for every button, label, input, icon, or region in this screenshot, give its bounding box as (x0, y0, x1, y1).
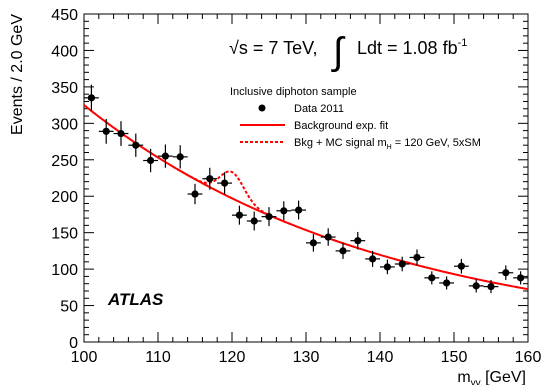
y-tick-label: 450 (51, 7, 78, 24)
data-marker (413, 253, 421, 262)
data-point (246, 211, 262, 231)
data-marker (147, 156, 155, 165)
data-marker (265, 213, 273, 221)
data-point (261, 207, 277, 227)
data-point (202, 167, 218, 190)
data-marker (221, 179, 229, 187)
data-marker (295, 206, 303, 214)
data-marker (487, 283, 495, 291)
data-point (365, 250, 380, 267)
legend-data-label: Data 2011 (294, 103, 344, 115)
data-point (276, 201, 292, 221)
x-tick-label: 160 (515, 349, 542, 366)
y-tick-label: 150 (51, 226, 78, 243)
data-point (320, 228, 336, 246)
data-marker (339, 247, 347, 255)
axis-ticks (83, 13, 529, 343)
data-marker (102, 127, 110, 135)
data-points (84, 84, 528, 294)
y-tick-label: 350 (51, 80, 78, 97)
legend-fit-label: Background exp. fit (294, 120, 388, 132)
data-point (498, 265, 514, 281)
data-marker (354, 237, 362, 245)
data-point (394, 256, 410, 272)
x-tick-label: 150 (441, 349, 468, 366)
data-point (98, 118, 114, 144)
data-point (409, 249, 425, 266)
data-point (350, 231, 366, 250)
data-point (424, 271, 440, 285)
y-tick-label: 100 (51, 262, 78, 279)
data-marker (443, 279, 451, 287)
data-point (335, 242, 351, 259)
data-marker (324, 233, 332, 241)
data-marker (161, 152, 169, 160)
data-marker (250, 217, 258, 225)
data-marker (383, 263, 391, 271)
data-marker (176, 153, 184, 161)
data-point (291, 200, 306, 220)
data-point (483, 280, 499, 294)
x-axis-label: mγγ [GeV] (457, 369, 526, 385)
data-point (380, 259, 395, 275)
data-point (306, 234, 321, 252)
energy-text: √s = 7 TeV, (229, 38, 317, 58)
data-marker (472, 282, 480, 290)
data-point (187, 183, 203, 205)
y-tick-label: 250 (51, 153, 78, 170)
y-tick-label: 300 (51, 116, 78, 133)
x-tick-label: 110 (145, 349, 171, 366)
x-tick-label: 130 (293, 349, 320, 366)
data-point (158, 144, 173, 168)
data-point (113, 121, 129, 146)
y-tick-label: 50 (60, 299, 78, 316)
x-tick-label: 100 (71, 349, 98, 366)
y-tick-label: 0 (69, 335, 78, 352)
tick-labels: 100 110 120 130 140 150 160 0 50 100 150 200 250 300 3… (51, 7, 541, 366)
x-tick-label: 140 (367, 349, 394, 366)
legend-data-marker (258, 104, 266, 112)
y-tick-label: 200 (51, 189, 78, 206)
data-point (128, 133, 144, 157)
legend-title: Inclusive diphoton sample (230, 86, 357, 98)
data-marker (191, 190, 199, 198)
x-tick-label: 120 (219, 349, 246, 366)
data-point (232, 205, 247, 225)
data-marker (117, 129, 125, 138)
data-marker (369, 255, 377, 263)
data-point (513, 271, 528, 285)
integral-sign: ∫ (331, 31, 346, 73)
data-marker (398, 260, 406, 268)
data-marker (309, 239, 317, 247)
energy-lumi-annotation: √s = 7 TeV, ∫ Ldt = 1.08 fb-1 (229, 31, 467, 73)
atlas-label: ATLAS (107, 290, 164, 309)
data-marker (132, 141, 140, 149)
y-tick-label: 400 (51, 43, 78, 60)
data-marker (280, 207, 288, 215)
background-fit-curve (83, 104, 529, 291)
data-marker (517, 274, 525, 282)
data-point (468, 279, 484, 293)
legend: Inclusive diphoton sample Data 2011 Back… (230, 86, 481, 151)
data-marker (457, 262, 465, 270)
data-point (454, 258, 469, 274)
legend-signal-label: Bkg + MC signal mH = 120 GeV, 5xSM (294, 137, 481, 151)
data-marker (206, 175, 214, 183)
data-point (143, 148, 158, 173)
data-point (84, 84, 99, 111)
lumi-text: Ldt = 1.08 fb-1 (357, 37, 467, 58)
data-point (172, 145, 188, 169)
y-axis-label: Events / 2.0 GeV (9, 14, 26, 135)
data-marker (428, 274, 436, 282)
data-marker (502, 269, 510, 277)
data-marker (235, 211, 243, 219)
data-marker (87, 94, 95, 102)
data-point (439, 276, 454, 290)
data-point (217, 172, 232, 195)
